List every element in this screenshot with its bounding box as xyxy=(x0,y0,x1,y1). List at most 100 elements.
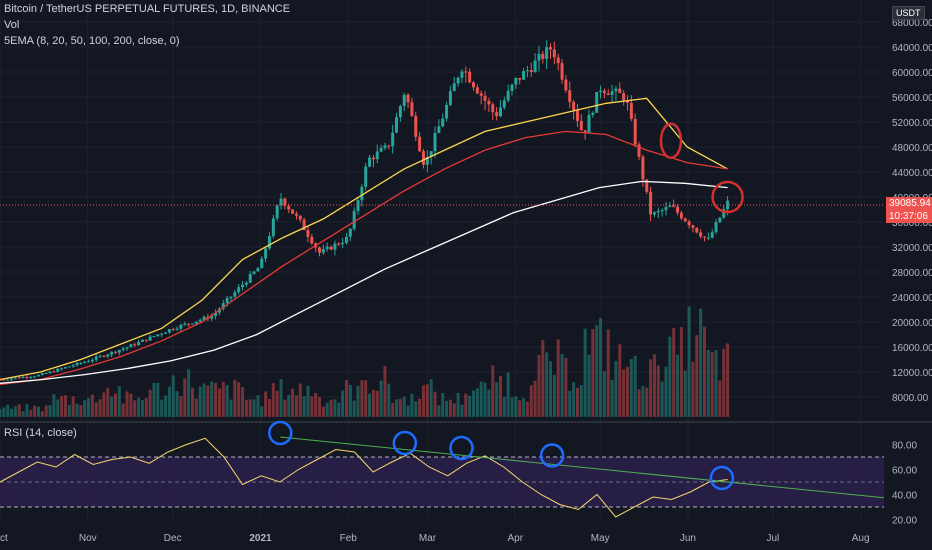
candle-body[interactable] xyxy=(298,215,302,220)
candle-body[interactable] xyxy=(514,77,518,85)
candle-body[interactable] xyxy=(433,133,437,152)
rsi-axis[interactable]: 80.00 60.00 40.00 20.00 xyxy=(892,441,917,527)
candle-body[interactable] xyxy=(306,230,310,237)
candle-body[interactable] xyxy=(556,57,560,64)
candle-body[interactable] xyxy=(487,100,491,105)
candle-body[interactable] xyxy=(649,191,653,215)
candle-body[interactable] xyxy=(194,321,198,324)
candle-body[interactable] xyxy=(56,368,60,372)
candle-body[interactable] xyxy=(429,151,433,158)
candle-body[interactable] xyxy=(133,344,137,346)
candle-body[interactable] xyxy=(506,90,510,101)
candle-body[interactable] xyxy=(418,136,422,152)
candle-body[interactable] xyxy=(241,284,245,288)
candle-body[interactable] xyxy=(722,209,726,218)
candle-body[interactable] xyxy=(706,237,710,239)
candle-body[interactable] xyxy=(275,205,279,219)
candle-body[interactable] xyxy=(464,71,468,73)
candle-body[interactable] xyxy=(187,323,191,325)
candle-body[interactable] xyxy=(302,219,306,231)
candle-body[interactable] xyxy=(395,117,399,133)
candle-body[interactable] xyxy=(614,88,618,92)
candle-body[interactable] xyxy=(537,53,541,61)
candle-body[interactable] xyxy=(6,379,10,381)
candle-body[interactable] xyxy=(579,120,583,131)
candle-body[interactable] xyxy=(183,323,187,325)
candle-body[interactable] xyxy=(368,157,372,167)
candle-body[interactable] xyxy=(294,213,298,216)
candle-body[interactable] xyxy=(560,63,564,80)
candle-body[interactable] xyxy=(460,71,464,78)
candle-body[interactable] xyxy=(152,336,156,338)
candle-body[interactable] xyxy=(456,77,460,84)
candle-body[interactable] xyxy=(533,60,537,72)
candle-body[interactable] xyxy=(337,243,341,245)
candle-body[interactable] xyxy=(333,243,337,250)
candle-body[interactable] xyxy=(75,362,79,366)
candle-body[interactable] xyxy=(237,287,241,293)
candle-body[interactable] xyxy=(622,93,626,101)
candle-body[interactable] xyxy=(510,84,514,91)
candle-body[interactable] xyxy=(660,210,664,212)
candle-body[interactable] xyxy=(190,323,194,325)
candle-body[interactable] xyxy=(102,355,106,357)
candle-body[interactable] xyxy=(475,87,479,94)
candle-body[interactable] xyxy=(71,365,75,367)
candle-body[interactable] xyxy=(437,126,441,134)
candle-body[interactable] xyxy=(391,132,395,147)
candle-body[interactable] xyxy=(94,356,98,360)
candle-body[interactable] xyxy=(672,205,676,207)
candle-body[interactable] xyxy=(210,315,214,319)
candle-body[interactable] xyxy=(637,144,641,157)
rsi-panel[interactable] xyxy=(0,421,932,508)
candle-body[interactable] xyxy=(214,312,218,316)
candle-body[interactable] xyxy=(252,271,256,274)
candle-body[interactable] xyxy=(652,212,656,215)
candle-body[interactable] xyxy=(348,228,352,237)
candle-body[interactable] xyxy=(618,88,622,94)
candle-body[interactable] xyxy=(375,151,379,160)
annotation-circle-blue[interactable] xyxy=(392,430,418,456)
candle-body[interactable] xyxy=(121,348,125,350)
candle-body[interactable] xyxy=(583,130,587,133)
candle-body[interactable] xyxy=(710,232,714,238)
annotation-circle-blue[interactable] xyxy=(539,443,565,468)
annotation-circle-red[interactable] xyxy=(659,122,683,159)
candle-body[interactable] xyxy=(2,379,6,381)
candle-body[interactable] xyxy=(549,47,553,50)
candle-body[interactable] xyxy=(221,303,225,309)
candle-body[interactable] xyxy=(364,166,368,187)
candle-body[interactable] xyxy=(625,100,629,103)
candle-body[interactable] xyxy=(10,378,14,380)
candle-body[interactable] xyxy=(137,341,141,346)
candle-body[interactable] xyxy=(629,102,633,119)
candle-body[interactable] xyxy=(179,324,183,329)
candle-body[interactable] xyxy=(25,376,29,378)
candle-body[interactable] xyxy=(44,373,48,375)
candle-body[interactable] xyxy=(522,71,526,80)
candle-body[interactable] xyxy=(233,292,237,297)
candle-body[interactable] xyxy=(167,329,171,333)
candle-body[interactable] xyxy=(448,91,452,105)
candle-body[interactable] xyxy=(714,222,718,233)
candle-body[interactable] xyxy=(687,221,691,226)
candle-body[interactable] xyxy=(291,209,295,214)
candle-body[interactable] xyxy=(352,210,356,229)
currency-button[interactable]: USDT xyxy=(892,6,925,20)
candle-body[interactable] xyxy=(502,100,506,108)
candle-body[interactable] xyxy=(87,361,91,363)
candle-body[interactable] xyxy=(726,200,730,210)
candle-body[interactable] xyxy=(83,361,87,363)
candle-body[interactable] xyxy=(33,376,37,378)
candle-body[interactable] xyxy=(341,242,345,245)
candle-body[interactable] xyxy=(144,339,148,341)
candle-body[interactable] xyxy=(564,79,568,91)
annotation-circle-red[interactable] xyxy=(711,180,744,214)
candle-body[interactable] xyxy=(495,112,499,117)
candle-body[interactable] xyxy=(695,227,699,233)
candle-body[interactable] xyxy=(36,374,40,377)
candle-body[interactable] xyxy=(371,157,375,160)
candle-body[interactable] xyxy=(414,115,418,137)
candle-body[interactable] xyxy=(595,92,599,113)
